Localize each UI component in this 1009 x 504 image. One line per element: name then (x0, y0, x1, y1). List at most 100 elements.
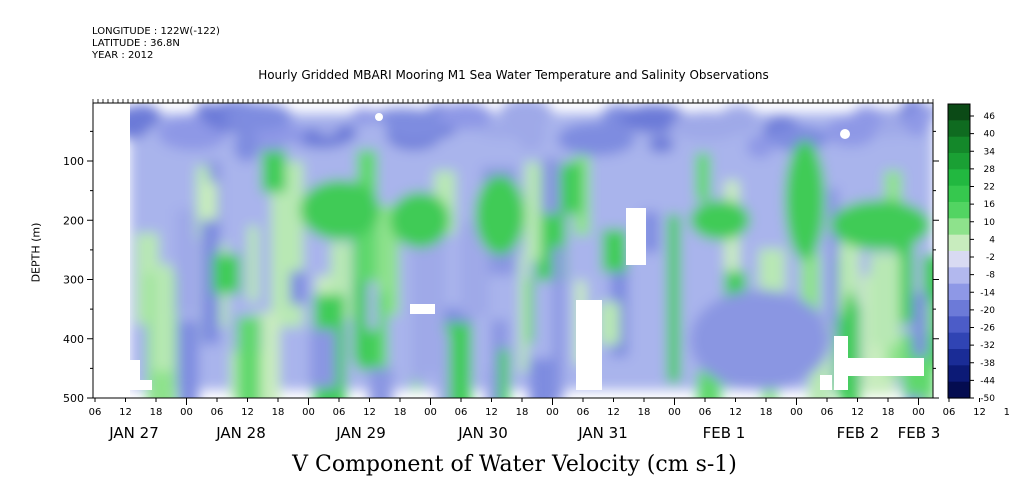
green-core (830, 200, 930, 250)
velocity-patch (200, 220, 220, 345)
colorbar-label: 16 (984, 200, 996, 210)
colorbar-frame (947, 103, 971, 399)
x-hour-label: 12 (607, 407, 620, 418)
colorbar-label: -44 (980, 376, 995, 386)
no-data-region (834, 336, 848, 390)
colorbar-label: -32 (980, 341, 995, 351)
x-hour-label: 18 (760, 407, 773, 418)
surface-patch (746, 135, 774, 159)
no-data-region (140, 380, 152, 390)
no-data-dot (375, 113, 383, 121)
colorbar-swatch (948, 316, 970, 334)
x-hour-label: 06 (821, 407, 834, 418)
x-hour-label: 18 (638, 407, 651, 418)
surface-patch (476, 123, 538, 138)
colorbar-label: -26 (980, 324, 995, 334)
y-tick-label: 200 (63, 214, 84, 227)
colorbar-swatch (948, 332, 970, 350)
x-hour-label: 06 (333, 407, 346, 418)
colorbar-swatch (948, 185, 970, 203)
colorbar-swatch (948, 202, 970, 219)
x-hour-label: 00 (912, 407, 925, 418)
x-hour-label: 18 (516, 407, 529, 418)
y-tick-label: 500 (63, 392, 84, 405)
x-hour-label: 18 (394, 407, 407, 418)
colorbar-swatch (948, 300, 970, 317)
x-hour-label: 18 (272, 407, 285, 418)
surface-patch (279, 124, 307, 144)
colorbar-swatch (948, 251, 970, 268)
x-hour-label: 12 (729, 407, 742, 418)
surface-patch (350, 108, 378, 125)
colorbar-label: 28 (984, 165, 996, 175)
colorbar-label: 10 (984, 218, 996, 228)
x-hour-label: 18 (150, 407, 163, 418)
velocity-patch (602, 229, 627, 273)
colorbar-swatch (948, 120, 970, 138)
y-tick-label: 300 (63, 274, 84, 287)
colorbar-swatch (948, 104, 970, 121)
x-hour-label: 06 (943, 407, 956, 418)
surface-patch (234, 130, 259, 162)
surface-patch (557, 122, 636, 156)
green-core (785, 140, 825, 260)
colorbar-swatch (948, 218, 970, 236)
colorbar-swatch (948, 349, 970, 366)
surface-patch (850, 105, 883, 130)
green-core (300, 180, 380, 240)
x-hour-label: 06 (699, 407, 712, 418)
colorbar-label: 4 (989, 235, 995, 245)
x-hour-label: 06 (455, 407, 468, 418)
surface-patch (437, 103, 493, 130)
x-axis-title: V Component of Water Velocity (cm s-1) (292, 452, 737, 477)
x-day-label: JAN 31 (577, 424, 628, 442)
velocity-patch (290, 271, 307, 305)
velocity-patch (695, 153, 711, 201)
no-data-region (626, 208, 646, 265)
green-core (475, 175, 525, 255)
x-day-label: JAN 27 (108, 424, 159, 442)
velocity-patch (541, 158, 560, 214)
x-day-label: JAN 28 (215, 424, 266, 442)
velocity-patch (377, 291, 388, 398)
x-hour-label: 18 (1004, 407, 1009, 418)
x-day-label: JAN 30 (457, 424, 508, 442)
velocity-patch (436, 331, 450, 398)
no-data-region (410, 304, 435, 314)
x-hour-label: 06 (89, 407, 102, 418)
y-tick-label: 400 (63, 333, 84, 346)
x-hour-label: 12 (973, 407, 986, 418)
velocity-patch (178, 320, 199, 398)
colorbar: 46 40 34 28 22 16 10 4 -2 -8 -14 -20 -26 -32 -38 -44 -50 (947, 103, 996, 404)
colorbar-label: -38 (980, 359, 995, 369)
velocity-patch (519, 255, 528, 373)
x-hour-label: 00 (424, 407, 437, 418)
velocity-patch (261, 150, 286, 193)
velocity-patch (247, 225, 259, 302)
surface-patch (767, 125, 829, 152)
colorbar-swatch (948, 381, 970, 399)
colorbar-swatch (948, 283, 970, 301)
no-data-region (576, 300, 602, 390)
surface-patch (316, 121, 341, 137)
x-hour-label: 00 (790, 407, 803, 418)
x-hour-label: 06 (211, 407, 224, 418)
velocity-patch (498, 349, 510, 398)
velocity-patch (599, 302, 620, 345)
no-data-region (820, 375, 832, 390)
velocity-patch (869, 253, 901, 346)
velocity-pattern (112, 103, 933, 398)
x-hour-label: 00 (180, 407, 193, 418)
colorbar-swatch (948, 136, 970, 154)
surface-patch (648, 135, 675, 153)
velocity-patch (153, 264, 173, 372)
velocity-patch (237, 316, 261, 398)
year-label: YEAR : 2012 (92, 50, 154, 61)
x-hour-label: 12 (241, 407, 254, 418)
velocity-patch (212, 254, 241, 294)
x-hour-label: 12 (485, 407, 498, 418)
longitude-label: LONGITUDE : 122W(-122) (92, 26, 220, 37)
x-hour-label: 00 (546, 407, 559, 418)
